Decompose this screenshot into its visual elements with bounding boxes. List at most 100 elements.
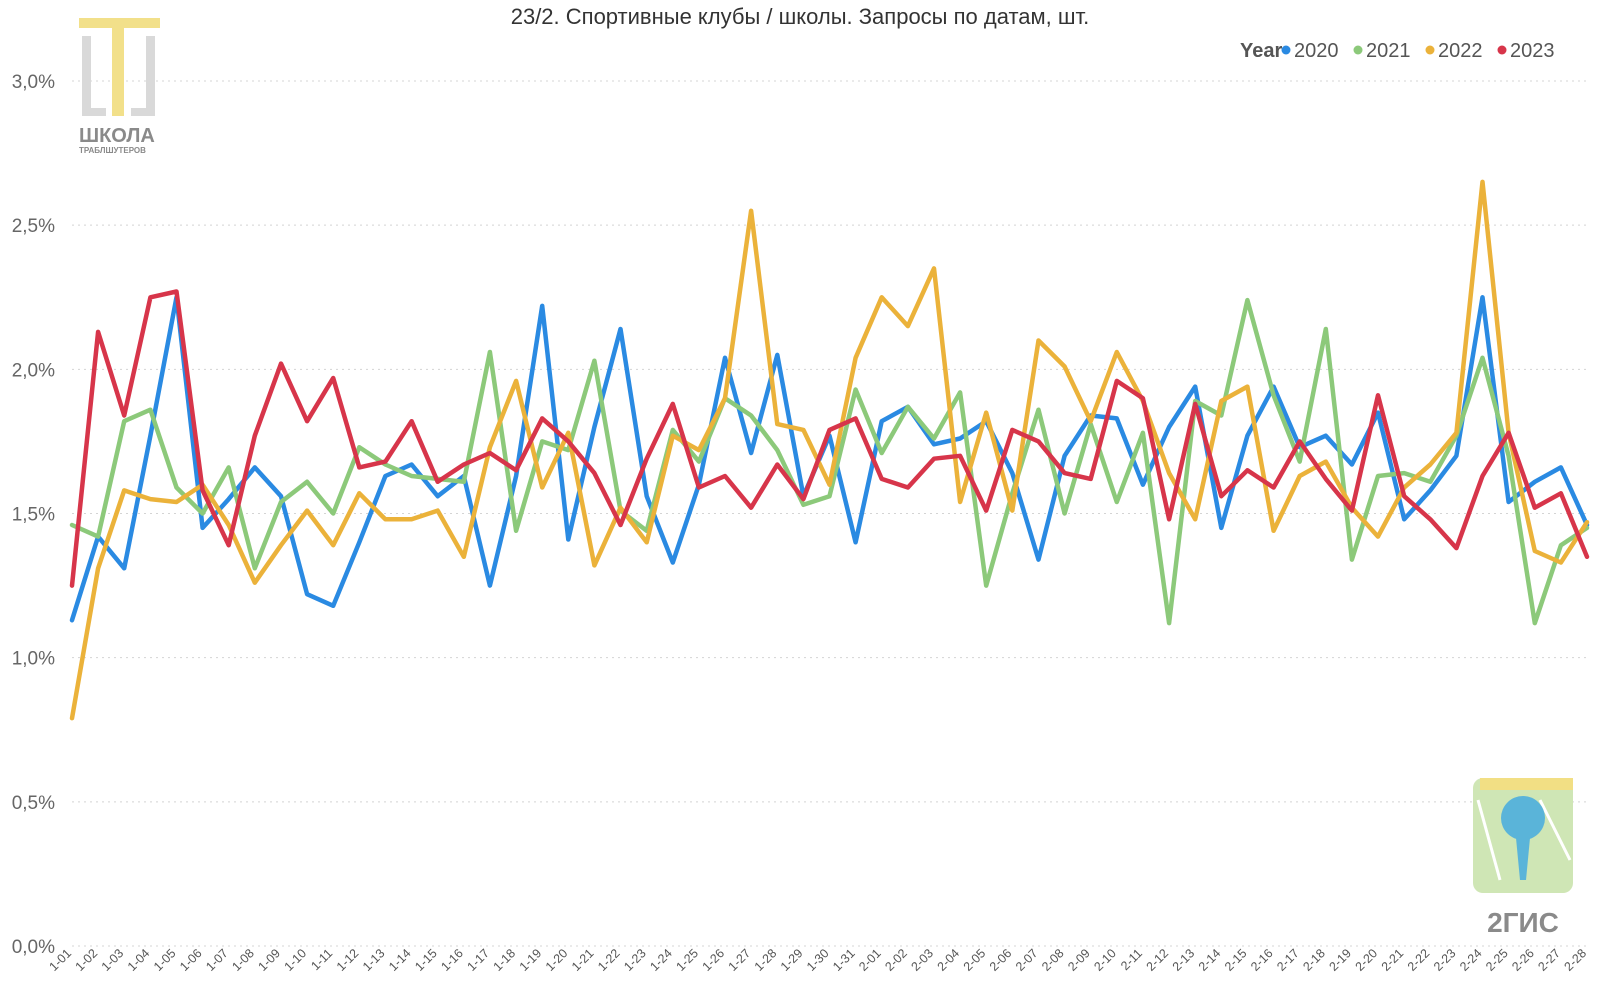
x-tick-label: 2-18 xyxy=(1300,946,1328,974)
logo-right-bracket xyxy=(146,36,155,116)
x-tick-label: 2-08 xyxy=(1039,946,1067,974)
y-tick-label: 1,0% xyxy=(12,649,55,670)
x-tick-label: 2-05 xyxy=(961,946,989,974)
x-tick-label: 2-21 xyxy=(1379,946,1407,974)
series-lines xyxy=(69,179,1590,721)
x-tick-label: 1-25 xyxy=(673,946,701,974)
x-tick-label: 1-21 xyxy=(569,946,597,974)
2gis-logo-roads xyxy=(1476,799,1572,881)
x-tick-label: 1-22 xyxy=(595,946,623,974)
x-tick-label: 2-17 xyxy=(1274,946,1302,974)
x-tick-label: 2-02 xyxy=(882,946,910,974)
x-tick-label: 1-26 xyxy=(700,946,728,974)
school-logo: ШКОЛА ТРАБЛШУТЕРОВ xyxy=(79,18,160,155)
x-tick-label: 2-28 xyxy=(1562,946,1590,974)
y-tick-label: 2,5% xyxy=(12,216,55,237)
chart-title: 23/2. Спортивные клубы / школы. Запросы … xyxy=(511,4,1090,29)
x-tick-label: 2-10 xyxy=(1091,946,1119,974)
y-tick-label: 0,5% xyxy=(12,793,55,814)
x-tick-label: 2-12 xyxy=(1144,946,1172,974)
logo-stem xyxy=(112,28,124,116)
x-tick-label: 1-24 xyxy=(647,946,675,974)
x-tick-label: 2-15 xyxy=(1222,946,1250,974)
x-tick-label: 1-05 xyxy=(151,946,179,974)
x-tick-label: 1-18 xyxy=(491,946,519,974)
logo-right-foot xyxy=(131,108,155,116)
x-tick-label: 2-13 xyxy=(1170,946,1198,974)
legend-marker-2020 xyxy=(1281,45,1291,55)
x-tick-label: 1-03 xyxy=(99,946,127,974)
x-tick-label: 2-24 xyxy=(1457,946,1485,974)
x-tick-label: 1-13 xyxy=(360,946,388,974)
x-tick-label: 1-04 xyxy=(125,946,153,974)
logo-left-foot xyxy=(82,108,106,116)
legend-title: Year xyxy=(1240,40,1282,62)
legend-marker-2021 xyxy=(1353,45,1363,55)
logo-bar xyxy=(79,18,160,28)
legend-label-2023: 2023 xyxy=(1510,40,1555,62)
legend-marker-2023 xyxy=(1497,45,1507,55)
x-tick-label: 2-19 xyxy=(1326,946,1354,974)
x-tick-label: 1-28 xyxy=(752,946,780,974)
x-tick-label: 2-06 xyxy=(987,946,1015,974)
x-tick-label: 2-14 xyxy=(1196,946,1224,974)
2gis-logo-pin-head xyxy=(1501,796,1545,840)
x-tick-label: 1-11 xyxy=(308,946,335,973)
y-tick-label: 2,0% xyxy=(12,360,55,381)
x-tick-label: 1-16 xyxy=(438,946,466,974)
x-tick-label: 2-16 xyxy=(1248,946,1276,974)
x-tick-label: 1-12 xyxy=(334,946,362,974)
x-tick-label: 1-10 xyxy=(282,946,310,974)
logo-name: ШКОЛА xyxy=(79,125,155,147)
x-tick-label: 1-19 xyxy=(517,946,545,974)
x-tick-label: 2-23 xyxy=(1431,946,1459,974)
x-tick-label: 2-03 xyxy=(909,946,937,974)
x-tick-label: 1-08 xyxy=(229,946,257,974)
x-tick-label: 2-11 xyxy=(1118,946,1145,973)
x-tick-label: 1-20 xyxy=(543,946,571,974)
series-line-2020 xyxy=(69,295,1590,623)
x-tick-label: 1-15 xyxy=(412,946,440,974)
legend: Year 2020 2021 2022 2023 xyxy=(1240,40,1555,62)
logo-left-bracket xyxy=(82,36,91,116)
y-tick-label: 1,5% xyxy=(12,505,55,526)
x-tick-label: 1-31 xyxy=(830,946,858,974)
y-tick-label: 3,0% xyxy=(12,72,55,93)
x-tick-label: 2-09 xyxy=(1065,946,1093,974)
x-tick-label: 2-22 xyxy=(1405,946,1433,974)
x-tick-label: 1-17 xyxy=(464,946,492,974)
y-axis-ticks: 0,0% 0,5% 1,0% 1,5% 2,0% 2,5% 3,0% xyxy=(12,72,55,958)
x-axis-ticks: 1-011-021-031-041-051-061-071-081-091-10… xyxy=(47,946,1590,974)
legend-label-2022: 2022 xyxy=(1438,40,1483,62)
2gis-logo: 2ГИС xyxy=(1473,778,1573,938)
x-tick-label: 2-25 xyxy=(1483,946,1511,974)
x-tick-label: 1-09 xyxy=(255,946,283,974)
x-tick-label: 1-27 xyxy=(726,946,754,974)
x-tick-label: 1-06 xyxy=(177,946,205,974)
x-tick-label: 1-29 xyxy=(778,946,806,974)
x-tick-label: 2-26 xyxy=(1509,946,1537,974)
2gis-logo-top-stripe xyxy=(1480,778,1573,790)
x-tick-label: 2-07 xyxy=(1013,946,1041,974)
legend-label-2020: 2020 xyxy=(1294,40,1339,62)
x-tick-label: 1-02 xyxy=(73,946,101,974)
y-tick-label: 0,0% xyxy=(12,937,55,958)
x-tick-label: 2-01 xyxy=(856,946,884,974)
series-line-2021 xyxy=(69,297,1590,626)
x-tick-label: 1-23 xyxy=(621,946,649,974)
legend-marker-2022 xyxy=(1425,45,1435,55)
series-line-2022 xyxy=(69,179,1590,721)
x-tick-label: 1-30 xyxy=(804,946,832,974)
x-tick-label: 1-14 xyxy=(386,946,414,974)
2gis-logo-name: 2ГИС xyxy=(1487,907,1559,938)
legend-label-2021: 2021 xyxy=(1366,40,1411,62)
x-tick-label: 2-04 xyxy=(935,946,963,974)
x-tick-label: 1-07 xyxy=(203,946,231,974)
x-tick-label: 2-27 xyxy=(1535,946,1563,974)
x-tick-label: 2-20 xyxy=(1353,946,1381,974)
logo-subtitle: ТРАБЛШУТЕРОВ xyxy=(79,146,146,155)
gridlines xyxy=(72,80,1587,947)
series-line-2023 xyxy=(69,289,1590,588)
2gis-logo-pin-stem xyxy=(1516,838,1530,880)
